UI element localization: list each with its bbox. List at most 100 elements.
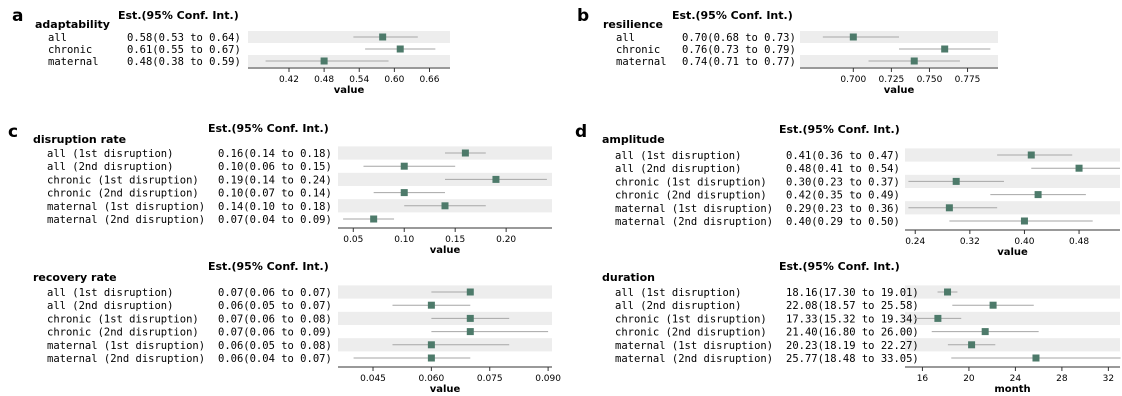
row-estimate-text: 21.40(16.80 to 26.00) bbox=[786, 327, 919, 339]
row-label: maternal (1st disruption) bbox=[615, 340, 773, 352]
column-header: Est.(95% Conf. Int.) bbox=[779, 260, 900, 273]
row-label: all (1st disruption) bbox=[47, 287, 173, 299]
row-label: chronic (2nd disruption) bbox=[615, 327, 767, 339]
row-estimate-text: 0.06(0.05 to 0.07) bbox=[218, 300, 332, 312]
estimate-marker bbox=[441, 202, 449, 210]
panel-label: a bbox=[12, 6, 23, 26]
x-tick-label: 0.20 bbox=[496, 235, 516, 245]
x-tick-label: 0.42 bbox=[279, 75, 299, 85]
row-estimate-text: 0.61(0.55 to 0.67) bbox=[127, 44, 241, 56]
row-estimate-text: 0.74(0.71 to 0.77) bbox=[682, 56, 796, 68]
x-tick-label: 0.05 bbox=[343, 235, 363, 245]
x-tick-label: 0.075 bbox=[477, 374, 503, 384]
row-label: chronic (1st disruption) bbox=[47, 174, 199, 186]
column-header: Est.(95% Conf. Int.) bbox=[118, 9, 239, 22]
estimate-marker bbox=[941, 45, 949, 53]
estimate-marker bbox=[952, 177, 960, 185]
x-tick-label: 0.700 bbox=[840, 75, 866, 85]
row-label: maternal (1st disruption) bbox=[47, 340, 205, 352]
x-tick-label: 24 bbox=[1010, 374, 1022, 384]
estimate-marker bbox=[944, 288, 952, 296]
row-estimate-text: 0.14(0.10 to 0.18) bbox=[218, 201, 332, 213]
x-axis-title: value bbox=[334, 85, 365, 96]
row-label: maternal (1st disruption) bbox=[615, 203, 773, 215]
estimate-marker bbox=[1032, 354, 1040, 362]
row-estimate-text: 0.06(0.04 to 0.07) bbox=[218, 353, 332, 365]
row-estimate-text: 0.70(0.68 to 0.73) bbox=[682, 32, 796, 44]
x-tick-label: 0.725 bbox=[879, 75, 905, 85]
estimate-marker bbox=[1027, 151, 1035, 159]
column-header: Est.(95% Conf. Int.) bbox=[672, 9, 793, 22]
estimate-marker bbox=[968, 341, 976, 349]
row-estimate-text: 0.58(0.53 to 0.64) bbox=[127, 32, 241, 44]
row-label: chronic bbox=[616, 44, 660, 56]
estimate-marker bbox=[945, 204, 953, 212]
row-label: all (1st disruption) bbox=[47, 148, 173, 160]
row-label: chronic (1st disruption) bbox=[47, 313, 199, 325]
estimate-marker bbox=[427, 354, 435, 362]
row-label: all bbox=[48, 32, 67, 44]
row-band bbox=[905, 338, 1120, 352]
x-tick-label: 0.54 bbox=[349, 75, 369, 85]
row-label: chronic bbox=[48, 44, 92, 56]
estimate-marker bbox=[427, 301, 435, 309]
row-label: chronic (2nd disruption) bbox=[615, 190, 767, 202]
row-label: maternal (2nd disruption) bbox=[47, 214, 205, 226]
estimate-marker bbox=[370, 215, 378, 223]
row-estimate-text: 0.16(0.14 to 0.18) bbox=[218, 148, 332, 160]
row-label: chronic (1st disruption) bbox=[615, 176, 767, 188]
row-estimate-text: 0.41(0.36 to 0.47) bbox=[786, 150, 900, 162]
row-estimate-text: 0.07(0.04 to 0.09) bbox=[218, 214, 332, 226]
estimate-marker bbox=[1075, 164, 1083, 172]
estimate-marker bbox=[492, 175, 500, 183]
row-estimate-text: 0.48(0.41 to 0.54) bbox=[786, 163, 900, 175]
row-estimate-text: 0.42(0.35 to 0.49) bbox=[786, 190, 900, 202]
x-tick-label: 20 bbox=[963, 374, 975, 384]
row-label: maternal bbox=[48, 56, 99, 68]
x-tick-label: 0.40 bbox=[1014, 237, 1034, 247]
estimate-marker bbox=[466, 314, 474, 322]
row-estimate-text: 0.07(0.06 to 0.09) bbox=[218, 327, 332, 339]
estimate-marker bbox=[466, 328, 474, 336]
estimate-marker bbox=[379, 33, 387, 41]
estimate-marker bbox=[396, 45, 404, 53]
x-axis-title: month bbox=[994, 384, 1030, 395]
row-label: maternal (2nd disruption) bbox=[47, 353, 205, 365]
row-estimate-text: 20.23(18.19 to 22.27) bbox=[786, 340, 919, 352]
row-estimate-text: 0.19(0.14 to 0.24) bbox=[218, 174, 332, 186]
panel-label: b bbox=[577, 6, 589, 26]
estimate-marker bbox=[1034, 191, 1042, 199]
chart-title: resilience bbox=[603, 18, 663, 31]
row-band bbox=[905, 201, 1120, 215]
row-label: all (1st disruption) bbox=[615, 287, 741, 299]
row-band bbox=[905, 311, 1120, 325]
row-estimate-text: 0.07(0.06 to 0.08) bbox=[218, 313, 332, 325]
row-estimate-text: 22.08(18.57 to 25.58) bbox=[786, 300, 919, 312]
x-tick-label: 0.66 bbox=[419, 75, 439, 85]
chart-title: disruption rate bbox=[33, 133, 126, 146]
estimate-marker bbox=[989, 301, 997, 309]
row-band bbox=[905, 285, 1120, 299]
x-tick-label: 0.10 bbox=[394, 235, 414, 245]
x-tick-label: 28 bbox=[1056, 374, 1068, 384]
row-label: maternal bbox=[616, 56, 667, 68]
row-label: chronic (1st disruption) bbox=[615, 313, 767, 325]
column-header: Est.(95% Conf. Int.) bbox=[208, 260, 329, 273]
row-estimate-text: 18.16(17.30 to 19.01) bbox=[786, 287, 919, 299]
estimate-marker bbox=[427, 341, 435, 349]
chart-title: recovery rate bbox=[33, 271, 117, 284]
row-label: all (2nd disruption) bbox=[47, 161, 173, 173]
x-tick-label: 0.15 bbox=[445, 235, 465, 245]
estimate-marker bbox=[934, 314, 942, 322]
row-label: chronic (2nd disruption) bbox=[47, 188, 199, 200]
row-estimate-text: 0.76(0.73 to 0.79) bbox=[682, 44, 796, 56]
row-estimate-text: 0.10(0.06 to 0.15) bbox=[218, 161, 332, 173]
chart-title: amplitude bbox=[602, 133, 665, 146]
estimate-marker bbox=[981, 328, 989, 336]
x-tick-label: 0.775 bbox=[955, 75, 981, 85]
row-estimate-text: 0.48(0.38 to 0.59) bbox=[127, 56, 241, 68]
row-band bbox=[248, 31, 450, 43]
x-tick-label: 0.48 bbox=[1069, 237, 1089, 247]
chart-title: adaptability bbox=[35, 18, 110, 31]
